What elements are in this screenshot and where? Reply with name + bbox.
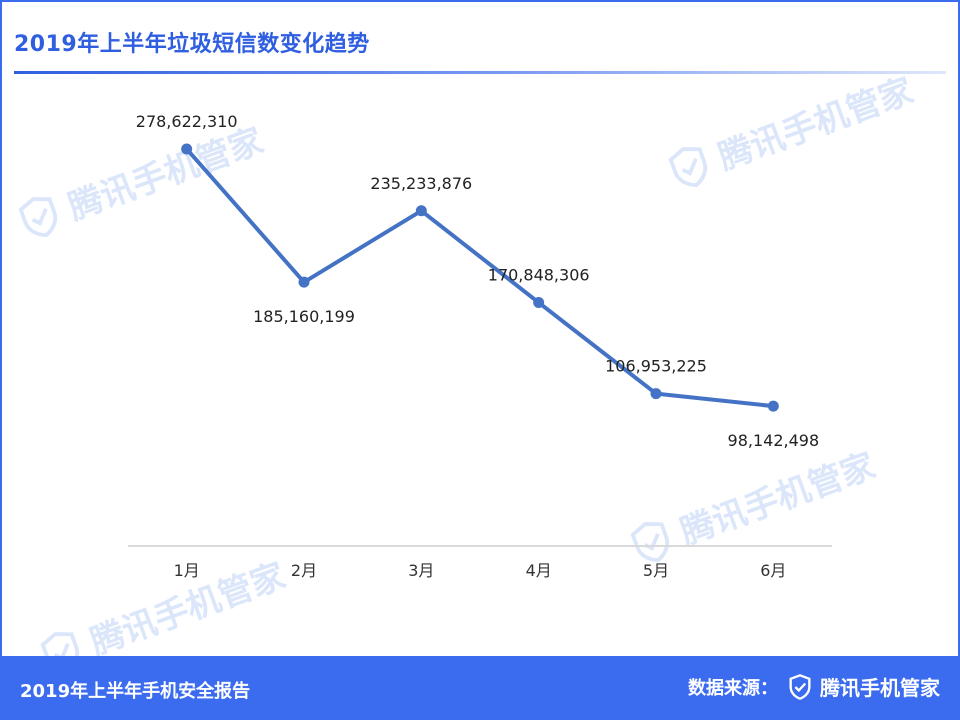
data-label: 170,848,306 <box>488 266 590 285</box>
data-label: 106,953,225 <box>605 357 707 376</box>
x-tick-label: 6月 <box>760 561 786 580</box>
data-point <box>533 297 545 309</box>
series-line <box>184 146 776 409</box>
data-point <box>767 400 779 412</box>
data-point <box>298 276 310 288</box>
data-point <box>650 388 662 400</box>
x-tick-label: 1月 <box>174 561 200 580</box>
report-title: 2019年上半年手机安全报告 <box>20 681 251 702</box>
data-label: 98,142,498 <box>728 431 820 450</box>
x-tick-label: 4月 <box>526 561 552 580</box>
title-underline <box>14 71 946 74</box>
footer-bar: 2019年上半年手机安全报告 数据来源： 腾讯手机管家 <box>0 656 960 720</box>
x-tick-label: 3月 <box>408 561 434 580</box>
data-point <box>181 143 193 155</box>
shield-check-icon <box>789 673 811 700</box>
x-tick-label: 2月 <box>291 561 317 580</box>
brand: 腾讯手机管家 <box>786 672 940 701</box>
data-label: 278,622,310 <box>136 112 238 131</box>
data-label: 185,160,199 <box>253 307 355 326</box>
x-tick-label: 5月 <box>643 561 669 580</box>
data-source: 数据来源： 腾讯手机管家 <box>688 672 940 701</box>
data-point <box>415 205 427 217</box>
source-label: 数据来源： <box>688 677 778 699</box>
page-title: 2019年上半年垃圾短信数变化趋势 <box>14 32 370 57</box>
brand-name: 腾讯手机管家 <box>820 676 940 700</box>
data-label: 235,233,876 <box>370 174 472 193</box>
